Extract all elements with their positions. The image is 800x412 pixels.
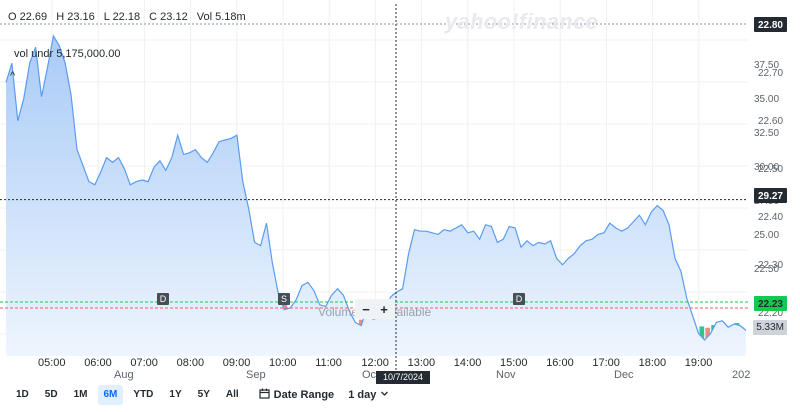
collapse-indicator-button[interactable]: ^: [10, 70, 15, 82]
top-price-tag: 22.80: [753, 17, 787, 32]
volume-indicator-value: 5,175,000.00: [56, 48, 121, 60]
high-value: H 23.16: [56, 11, 95, 23]
month-axis-label: Nov: [496, 369, 516, 381]
volume-value: Vol 5.18m: [196, 11, 246, 23]
y-axis-right-label: 22.40: [758, 212, 783, 223]
y-axis-right: 22.70 22.60 22.50 22.40 22.30 22.20: [758, 68, 783, 319]
crosshair-price-tag: 29.27: [753, 188, 787, 203]
time-axis: 05:00 06:00 07:00 08:00 09:00 10:00 11:00 12:00…: [38, 357, 712, 369]
time-axis-label: 17:00: [592, 357, 620, 369]
yahoo-finance-watermark: yahoo!finance: [445, 9, 599, 34]
time-axis-label: 12:00: [361, 357, 389, 369]
date-range-label: Date Range: [273, 389, 335, 401]
close-value: C 23.12: [149, 11, 188, 23]
volume-tag: 5.33M: [753, 320, 787, 335]
chevron-up-icon: ^: [10, 70, 16, 82]
y-axis-right-label: 22.20: [758, 308, 783, 319]
month-axis-label: Dec: [614, 369, 634, 381]
dividend-badge[interactable]: D: [513, 293, 525, 305]
month-axis-label: Sep: [246, 369, 266, 381]
time-axis-label: 09:00: [223, 357, 251, 369]
calendar-icon: [259, 388, 270, 402]
y-axis-right-label: 22.60: [758, 116, 783, 127]
range-button-5y[interactable]: 5Y: [197, 389, 210, 400]
time-axis-label: 18:00: [639, 357, 667, 369]
range-button-1d[interactable]: 1D: [16, 389, 29, 400]
y-axis-right-label: 22.50: [758, 164, 783, 175]
range-button-1m[interactable]: 1M: [73, 389, 88, 400]
time-axis-label: 14:00: [454, 357, 482, 369]
chevron-down-icon: [380, 389, 389, 401]
time-axis-label: 11:00: [315, 357, 342, 369]
y-axis-left-label: 35.00: [754, 94, 779, 105]
dividend-badge[interactable]: D: [157, 293, 169, 305]
y-axis-right-label: 22.70: [758, 68, 783, 79]
interval-dropdown[interactable]: 1 day: [348, 389, 389, 401]
time-axis-label: 13:00: [408, 357, 436, 369]
range-button-all[interactable]: All: [225, 389, 239, 400]
date-range-button[interactable]: Date Range: [259, 388, 335, 402]
last-price-tag: 22.23: [753, 296, 787, 311]
zoom-control: − +: [355, 299, 395, 319]
interval-label: 1 day: [348, 389, 377, 401]
range-button-1y[interactable]: 1Y: [169, 389, 182, 400]
y-axis-left-label: 22.50: [754, 264, 779, 275]
range-selector: 1D 5D 1M 6M YTD 1Y 5Y All: [6, 385, 245, 405]
crosshair-date-tag: 10/7/2024: [376, 371, 430, 384]
chart-toolbar: 1D 5D 1M 6M YTD 1Y 5Y All Date Range 1 day: [0, 383, 800, 407]
time-axis-label: 16:00: [546, 357, 574, 369]
y-axis-left-label: 32.50: [754, 128, 779, 139]
time-axis-label: 15:00: [500, 357, 528, 369]
y-axis-left-label: 30.00: [754, 162, 779, 173]
volume-indicator: vol undr 5,175,000.00: [14, 48, 120, 60]
range-button-5d[interactable]: 5D: [44, 389, 58, 400]
y-axis-left-label: 37.50: [754, 60, 779, 71]
y-axis-left-label: 25.00: [754, 230, 779, 241]
time-axis-label: 10:00: [269, 357, 297, 369]
split-badge[interactable]: S: [278, 293, 290, 305]
time-axis-label: 19:00: [685, 357, 713, 369]
zoom-out-button[interactable]: −: [362, 301, 370, 317]
month-axis-label: Aug: [114, 369, 134, 381]
range-button-6m[interactable]: 6M: [97, 385, 124, 405]
y-axis-right-label: 22.30: [758, 260, 783, 271]
time-axis-label: 08:00: [177, 357, 205, 369]
price-chart-canvas[interactable]: 37.5035.0032.5030.0027.5025.0022.5020.00…: [0, 0, 800, 383]
range-button-ytd[interactable]: YTD: [133, 389, 154, 400]
month-axis: Aug Sep Oct Nov Dec 202: [114, 369, 750, 381]
time-axis-label: 07:00: [130, 357, 158, 369]
month-axis-label: 202: [732, 369, 750, 381]
volume-indicator-label: vol undr: [14, 48, 54, 60]
ohlc-readout: O 22.69 H 23.16 L 22.18 C 23.12 Vol 5.18…: [8, 11, 252, 23]
time-axis-label: 05:00: [38, 357, 66, 369]
zoom-in-button[interactable]: +: [380, 301, 388, 317]
time-axis-label: 06:00: [84, 357, 112, 369]
price-area: [6, 36, 746, 356]
low-value: L 22.18: [103, 11, 141, 23]
month-axis-label: Oct: [362, 369, 379, 381]
open-value: O 22.69: [8, 11, 48, 23]
